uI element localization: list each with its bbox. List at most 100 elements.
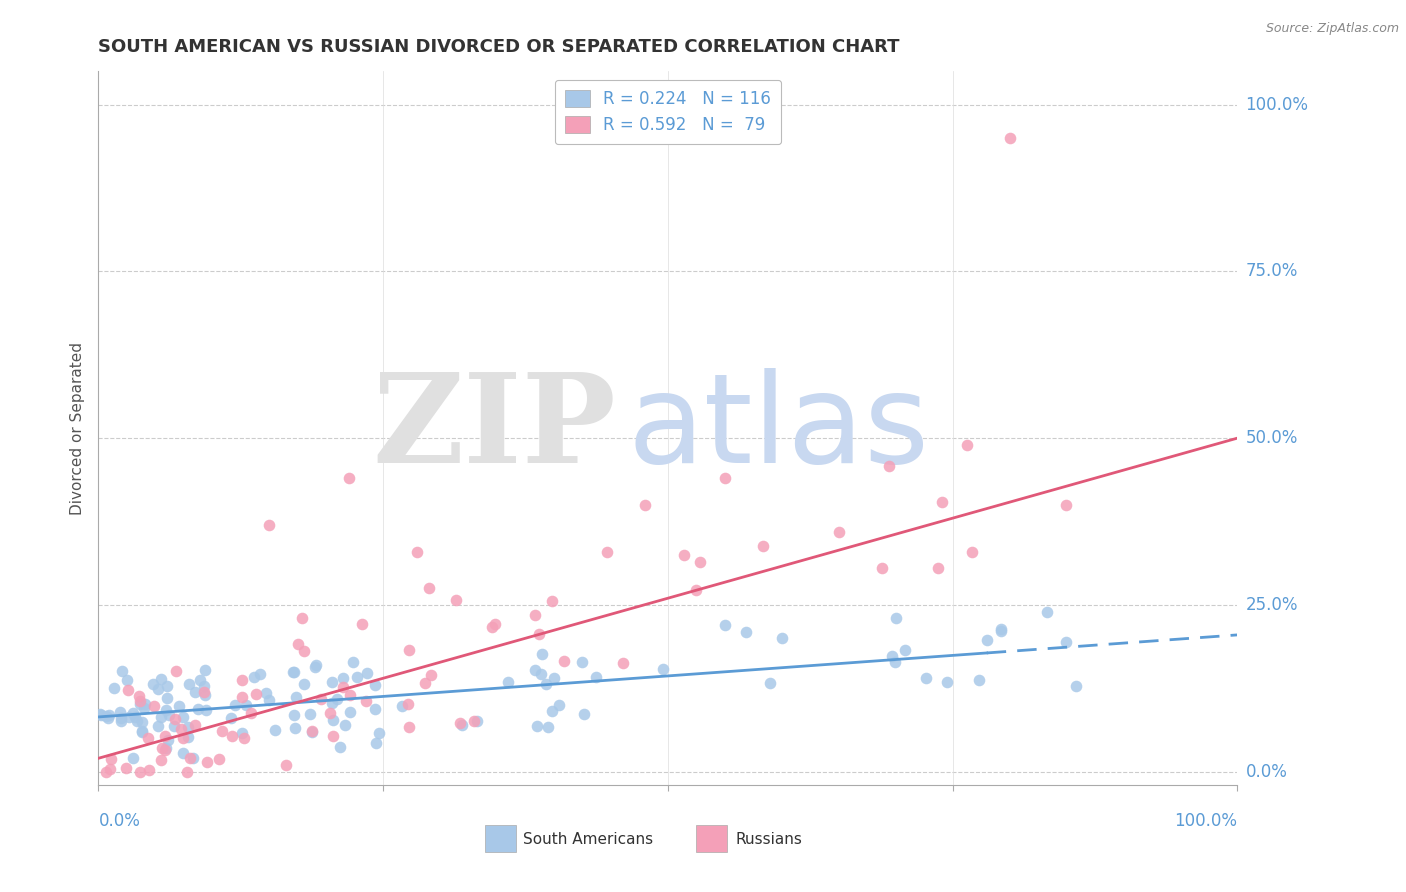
Point	[398, 720, 420, 734]
Point	[150, 740, 173, 755]
Point	[319, 706, 342, 721]
Point	[530, 667, 553, 681]
Point	[249, 667, 271, 681]
Point	[406, 544, 429, 558]
Point	[574, 706, 596, 721]
Text: 100.0%: 100.0%	[1246, 95, 1309, 113]
Point	[523, 608, 546, 623]
Point	[283, 707, 305, 722]
Point	[689, 555, 711, 569]
Point	[285, 690, 308, 705]
Point	[956, 438, 979, 452]
Point	[259, 517, 281, 532]
Point	[651, 662, 673, 676]
Text: South Americans: South Americans	[523, 832, 654, 847]
Point	[156, 691, 179, 706]
Point	[193, 685, 215, 699]
Point	[194, 688, 217, 702]
Point	[301, 724, 323, 739]
Point	[571, 655, 593, 669]
Point	[884, 655, 907, 669]
Point	[118, 709, 141, 723]
Point	[346, 670, 368, 684]
Point	[263, 723, 285, 738]
Text: Source: ZipAtlas.com: Source: ZipAtlas.com	[1265, 22, 1399, 36]
Point	[287, 637, 309, 651]
Point	[325, 691, 347, 706]
Point	[931, 495, 953, 509]
Point	[231, 673, 253, 687]
Point	[350, 617, 373, 632]
Point	[305, 658, 328, 673]
Point	[828, 524, 851, 539]
Point	[967, 673, 990, 688]
Point	[339, 688, 361, 702]
Point	[915, 671, 938, 685]
Point	[752, 539, 775, 553]
Point	[927, 561, 949, 575]
Point	[585, 670, 607, 684]
Point	[292, 677, 315, 691]
Point	[543, 671, 565, 685]
Point	[239, 706, 262, 721]
Point	[449, 716, 471, 731]
Point	[125, 714, 148, 729]
Point	[231, 690, 253, 704]
Point	[321, 696, 343, 710]
Point	[322, 713, 344, 727]
Y-axis label: Divorced or Separated: Divorced or Separated	[70, 342, 86, 515]
Point	[188, 673, 211, 688]
Point	[221, 729, 243, 743]
Point	[148, 719, 170, 733]
Point	[193, 680, 215, 694]
Point	[128, 764, 150, 779]
Point	[177, 720, 200, 734]
Point	[467, 714, 489, 729]
Point	[184, 718, 207, 732]
Point	[138, 764, 160, 778]
Point	[149, 753, 172, 767]
Point	[309, 692, 332, 706]
Point	[136, 731, 159, 745]
Point	[356, 665, 378, 680]
Point	[339, 705, 361, 719]
Point	[634, 498, 657, 512]
Point	[177, 677, 200, 691]
Text: 75.0%: 75.0%	[1246, 262, 1298, 280]
Point	[149, 672, 172, 686]
Point	[283, 665, 305, 679]
Point	[110, 714, 132, 729]
Point	[1054, 634, 1078, 648]
Point	[595, 545, 617, 559]
Text: SOUTH AMERICAN VS RUSSIAN DIVORCED OR SEPARATED CORRELATION CHART: SOUTH AMERICAN VS RUSSIAN DIVORCED OR SE…	[98, 38, 900, 56]
Point	[547, 698, 569, 712]
Text: 25.0%: 25.0%	[1246, 596, 1298, 614]
Point	[976, 633, 998, 648]
Point	[354, 694, 377, 708]
Point	[540, 704, 562, 718]
Point	[96, 764, 118, 779]
Point	[165, 664, 187, 678]
Point	[877, 458, 900, 473]
Point	[157, 708, 180, 723]
Point	[396, 698, 419, 712]
Point	[530, 647, 553, 661]
Point	[894, 643, 917, 657]
Point	[134, 700, 156, 714]
Point	[304, 660, 326, 674]
Point	[526, 719, 548, 733]
Point	[298, 706, 321, 721]
Point	[181, 750, 204, 764]
Point	[1054, 498, 1078, 512]
Point	[156, 680, 179, 694]
Point	[142, 677, 165, 691]
Point	[534, 677, 557, 691]
Point	[194, 664, 217, 678]
Point	[882, 649, 904, 664]
Point	[122, 706, 145, 720]
Point	[195, 703, 218, 717]
Point	[333, 718, 356, 732]
Point	[187, 702, 209, 716]
Point	[176, 764, 198, 779]
Point	[153, 729, 176, 743]
